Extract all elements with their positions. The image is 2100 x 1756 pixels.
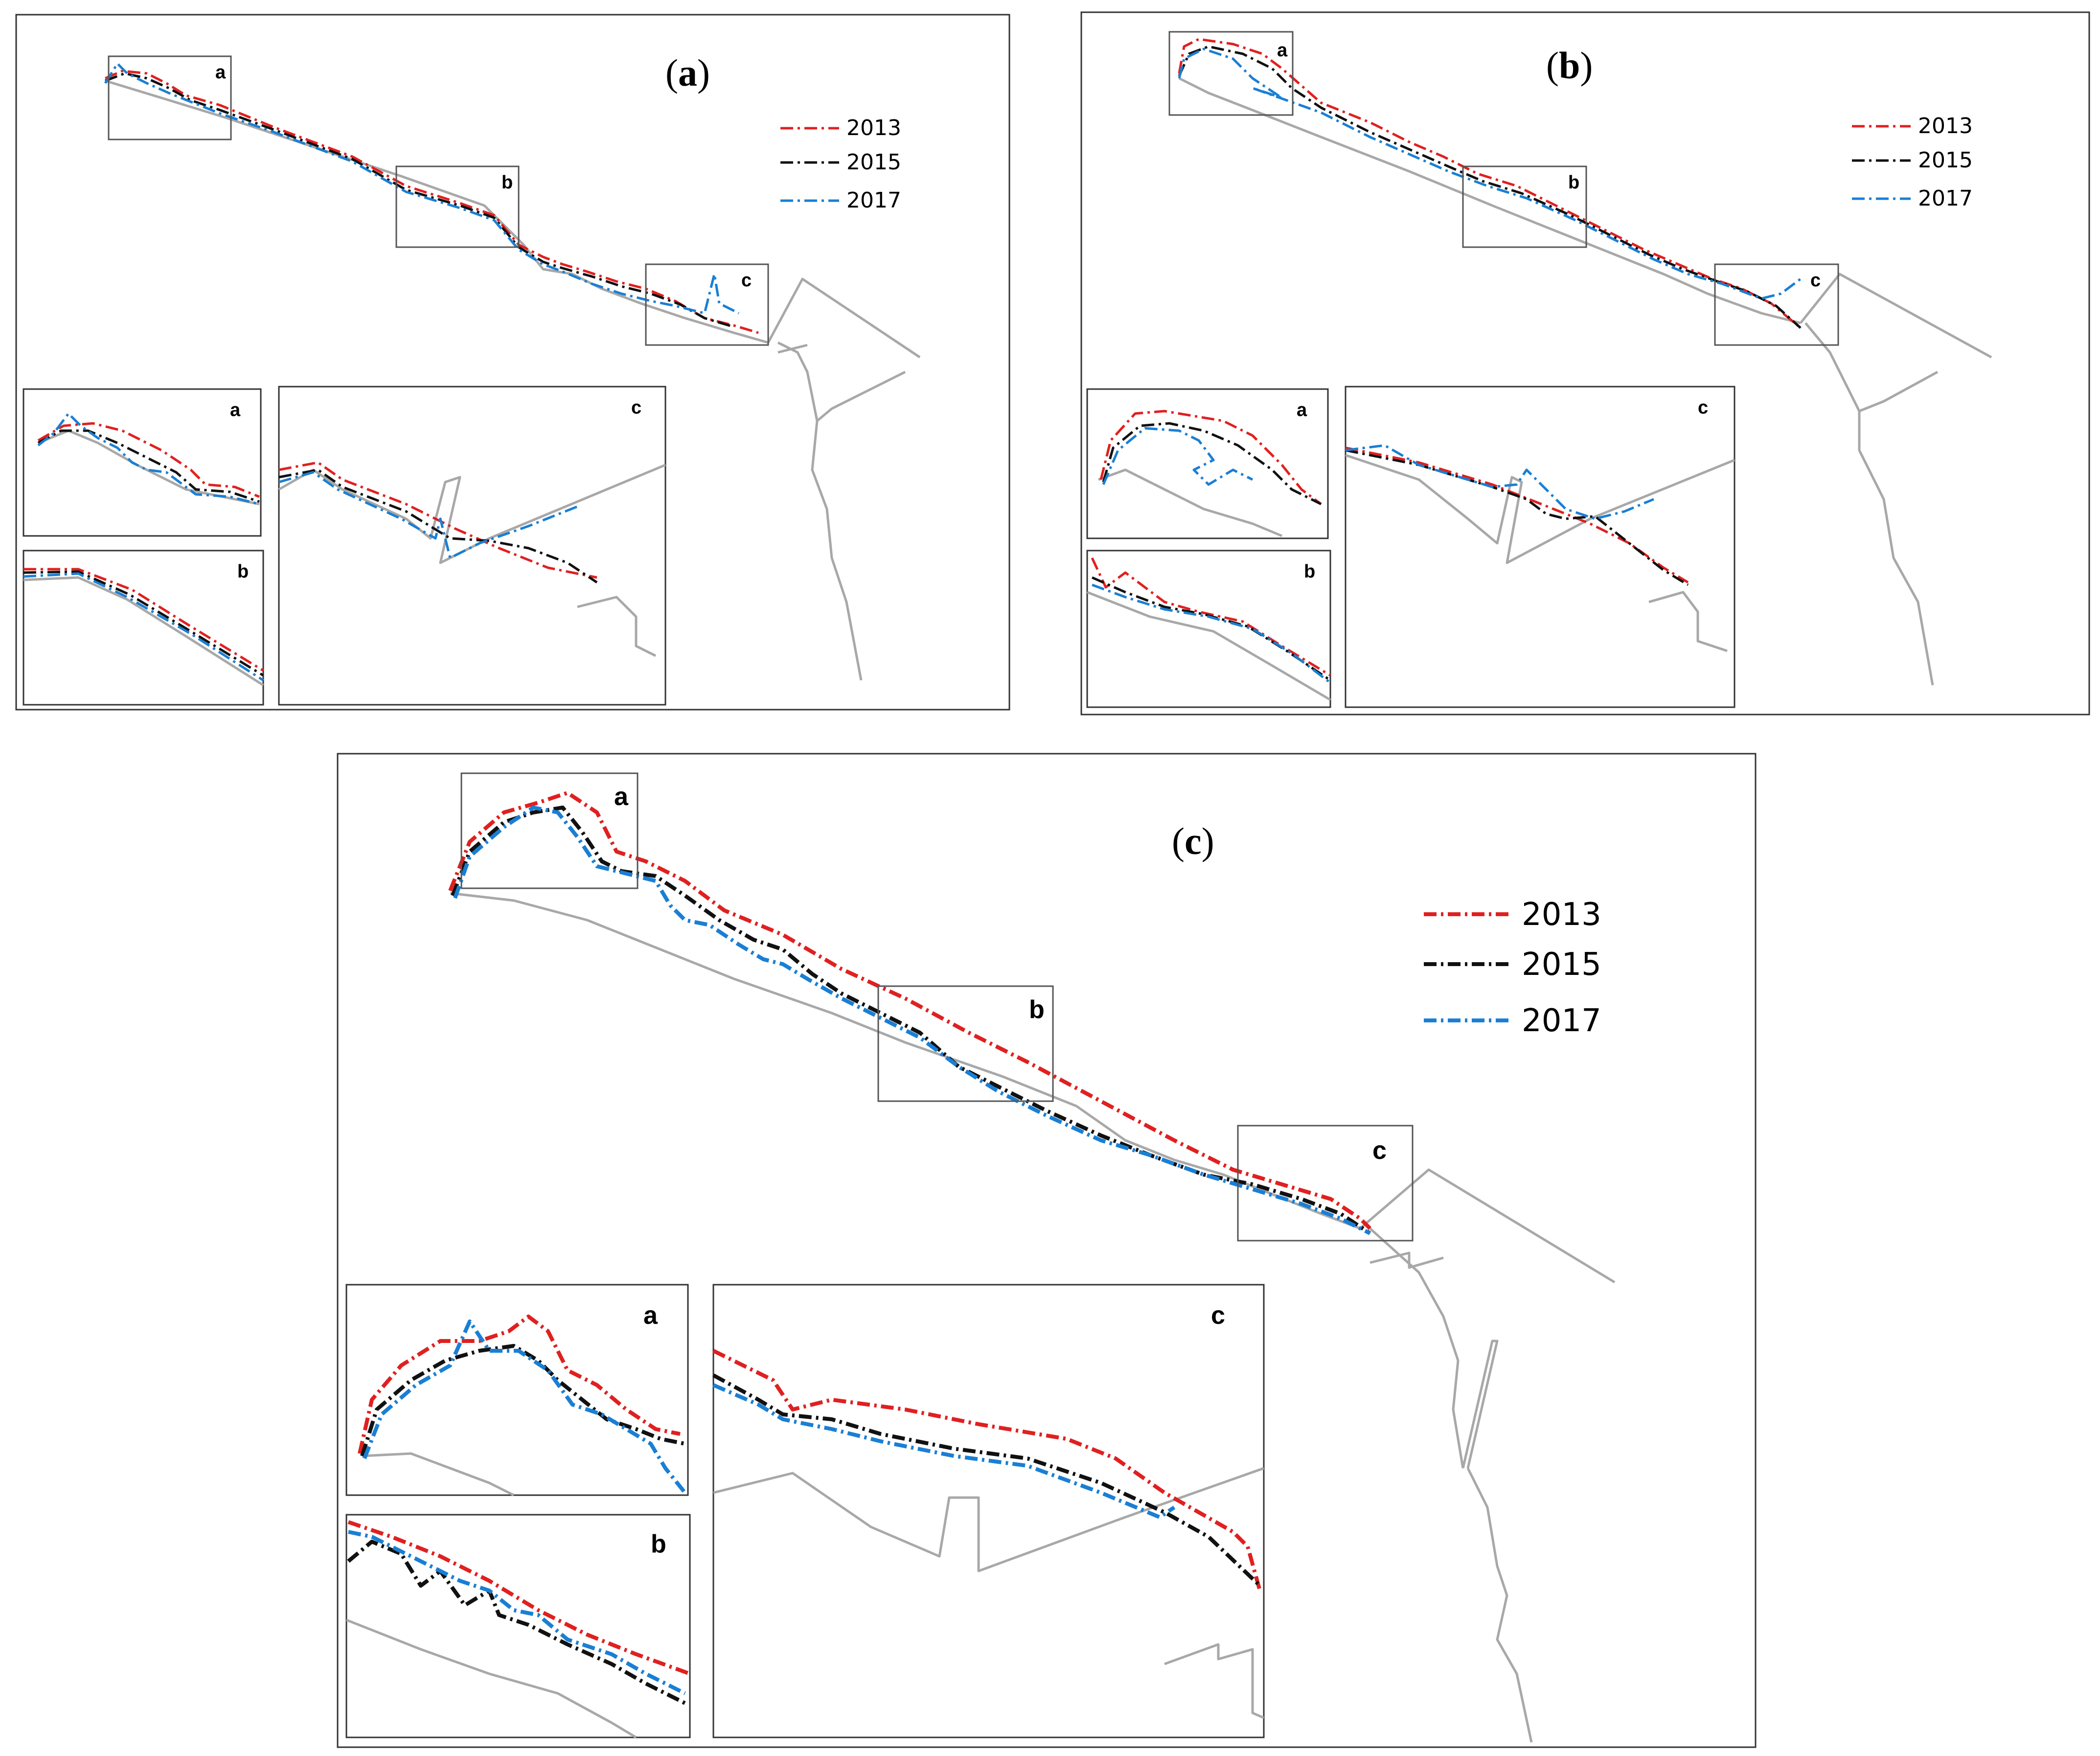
panel-a-coastline <box>105 79 921 681</box>
panel-b-inset-c-letter: c <box>1698 397 1708 418</box>
panel-b-legend-2013: 2013 <box>1918 114 1973 139</box>
panel-a-zoom-box-a <box>108 55 232 140</box>
panel-c-zoom-box-b <box>877 985 1054 1102</box>
panel-c-inset-c-letter: c <box>1211 1301 1225 1330</box>
panel-a-shorelines <box>104 62 759 334</box>
panel-c-inset-b-letter: b <box>651 1530 666 1558</box>
panel-b-zoom-box-b-letter: b <box>1568 172 1579 193</box>
panel-c-line-2013 <box>448 791 1371 1230</box>
panel-a-inset-a: a <box>23 388 262 537</box>
panel-b: a b c (b) 2013 2015 2017 a b <box>1080 11 2090 716</box>
panel-b-legend-2015: 2015 <box>1918 148 1973 173</box>
panel-b-coastline <box>1178 77 1992 686</box>
panel-b-inset-b-letter: b <box>1304 561 1315 582</box>
panel-a-inset-a-letter: a <box>230 400 241 420</box>
panel-a-inset-b-letter: b <box>237 561 249 582</box>
panel-c-inset-c: c <box>712 1284 1265 1738</box>
panel-c: a b c (c) 2013 2015 2017 a b <box>337 753 1757 1748</box>
panel-b-inset-a: a <box>1086 388 1329 539</box>
panel-a-legend: 2013 2015 2017 <box>780 116 901 213</box>
panel-c-frame <box>337 753 1757 1748</box>
panel-a-line-2017 <box>104 62 740 315</box>
panel-b-frame <box>1080 11 2090 716</box>
panel-c-zoom-box-a-letter: a <box>614 783 629 811</box>
panel-c-inset-a: a <box>345 1284 689 1497</box>
panel-b-legend: 2013 2015 2017 <box>1852 114 1973 211</box>
panel-a-zoom-box-c-letter: c <box>741 270 752 291</box>
panel-a-legend-2017: 2017 <box>846 188 901 213</box>
panel-c-inset-a-letter: a <box>643 1301 658 1330</box>
panel-a-label: (a) <box>665 51 710 94</box>
panel-b-inset-c: c <box>1345 386 1735 708</box>
panel-a-frame <box>15 14 1010 711</box>
panel-c-label: (c) <box>1172 820 1214 862</box>
panel-c-zoom-box-b-letter: b <box>1029 995 1045 1024</box>
panel-c-zoom-box-c <box>1237 1125 1414 1242</box>
panel-b-inset-b: b <box>1086 550 1331 708</box>
panel-c-line-2015 <box>451 806 1371 1235</box>
panel-a-inset-c-letter: c <box>631 397 641 418</box>
panel-a-line-2013 <box>105 69 759 334</box>
panel-b-zoom-box-b <box>1462 165 1587 248</box>
panel-b-zoom-box-a <box>1168 31 1294 116</box>
panel-a-legend-2015: 2015 <box>846 150 901 175</box>
panel-c-zoom-box-c-letter: c <box>1372 1136 1387 1165</box>
panel-a-zoom-box-a-letter: a <box>215 62 226 83</box>
panel-a: a b c (a) 2013 2015 2017 a b <box>15 14 1010 711</box>
panel-b-line-2015 <box>1178 45 1802 329</box>
panel-c-shorelines <box>448 791 1371 1235</box>
panel-c-zoom-box-a <box>460 772 639 889</box>
panel-c-legend-2013: 2013 <box>1522 897 1601 933</box>
panel-b-shorelines <box>1178 38 1802 329</box>
panel-b-legend-2017: 2017 <box>1918 186 1973 211</box>
panel-a-inset-c: c <box>278 386 666 706</box>
panel-c-inset-b: b <box>345 1514 691 1739</box>
panel-b-line-2013 <box>1178 38 1802 329</box>
panel-b-zoom-box-a-letter: a <box>1277 40 1288 61</box>
panel-b-label: (b) <box>1546 44 1593 87</box>
panel-a-zoom-box-b <box>395 165 520 248</box>
panel-b-line-2017 <box>1178 47 1802 300</box>
panel-a-inset-b: b <box>23 550 264 706</box>
panel-a-zoom-box-c <box>645 263 769 346</box>
panel-c-line-2017 <box>453 806 1371 1235</box>
panel-b-inset-a-letter: a <box>1297 400 1307 420</box>
panel-c-coastline <box>450 892 1616 1743</box>
panel-a-legend-2013: 2013 <box>846 116 901 140</box>
panel-c-legend-2015: 2015 <box>1522 947 1601 983</box>
panel-b-zoom-box-c-letter: c <box>1810 270 1821 291</box>
panel-c-legend: 2013 2015 2017 <box>1424 897 1601 1039</box>
panel-b-zoom-box-c <box>1714 263 1839 346</box>
panel-c-legend-2017: 2017 <box>1522 1003 1601 1039</box>
panel-a-line-2015 <box>105 72 734 328</box>
panel-a-zoom-box-b-letter: b <box>502 172 513 193</box>
